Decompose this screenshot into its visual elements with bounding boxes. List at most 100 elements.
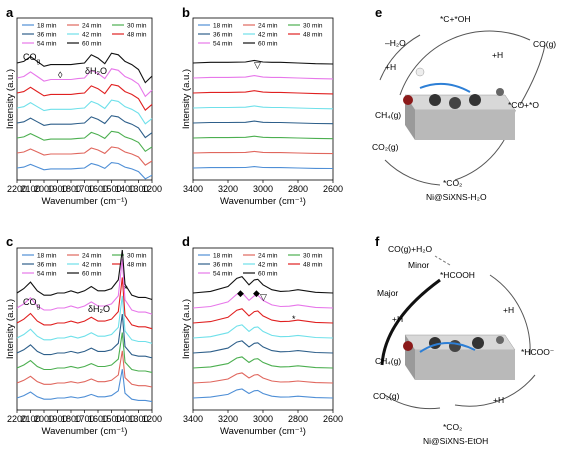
legend-label: 18 min <box>37 253 57 260</box>
series-line-48-min <box>192 308 334 324</box>
x-tick-label: 2200 <box>7 184 27 194</box>
x-tick-label: 3200 <box>218 184 238 194</box>
legend-label: 60 min <box>82 271 102 278</box>
arrow-to-co-e <box>519 44 546 106</box>
x-tick-label: 2000 <box>34 184 54 194</box>
spectra-plots: 18 min 24 min 30 min 36 min 42 min 48 min 54 m… <box>5 17 343 437</box>
legend-label: 54 min <box>37 271 57 278</box>
legend-label: 60 min <box>258 41 278 48</box>
scheme-f-node-hcooh: *HCOOH <box>440 270 475 280</box>
scheme-e-node-co2: *CO₂ <box>443 178 462 188</box>
annotation-dh2o-c: δH₂O <box>88 304 110 314</box>
annotation-co-a: COg <box>23 52 41 65</box>
scheme-f-node-plus-h-bottom: +H <box>493 395 504 405</box>
scheme-f-node-ch4: CH₄(g) <box>375 356 401 366</box>
legend-label: 30 min <box>127 23 147 30</box>
legend-label: 36 min <box>213 262 233 269</box>
legend-label: 42 min <box>258 262 278 269</box>
ni-particle-e1 <box>429 94 441 106</box>
x-tick-label: 1200 <box>142 184 162 194</box>
panel-letter-e: e <box>375 5 382 20</box>
legend-label: 60 min <box>258 271 278 278</box>
legend-label: 36 min <box>37 262 57 269</box>
catalyst-front-e <box>415 110 515 140</box>
legend-label: 54 min <box>213 41 233 48</box>
series-line-30-min <box>16 332 153 373</box>
legend-label: 48 min <box>127 262 147 269</box>
x-tick-label: 1900 <box>47 184 67 194</box>
x-axis-label: Wavenumber (cm⁻¹) <box>42 196 128 207</box>
series-line-54-min <box>192 75 334 80</box>
scheme-f-node-plus-h-right: +H <box>503 305 514 315</box>
legend-label: 36 min <box>213 32 233 39</box>
series-line-54-min <box>192 292 334 309</box>
ni-particle-f3 <box>472 337 484 349</box>
ni-particle-e3 <box>469 94 481 106</box>
legend-label: 60 min <box>82 41 102 48</box>
annotation-star-c: * <box>124 284 128 294</box>
x-tick-label: 1500 <box>101 184 121 194</box>
major-arrow-f <box>380 278 441 366</box>
scheme-f-node-co2: *CO₂ <box>443 422 462 432</box>
series-line-24-min <box>192 372 334 384</box>
ni-particle-e2 <box>449 97 461 109</box>
series-line-30-min <box>192 356 334 369</box>
x-tick-label: 1400 <box>115 414 135 424</box>
series-line-60-min <box>16 52 153 84</box>
series-line-48-min <box>192 90 334 95</box>
series-line-54-min <box>16 68 153 98</box>
series-line-42-min <box>192 324 334 339</box>
x-tick-label: 2600 <box>323 184 343 194</box>
annotation-diamond1-d: ◆ <box>237 288 244 298</box>
x-tick-label: 3400 <box>183 184 203 194</box>
y-axis-label: Intensity (a.u.) <box>181 299 192 359</box>
series-line-60-min <box>192 59 334 65</box>
scheme-e-caption: Ni@SiXNS-H₂O <box>426 192 487 202</box>
series-line-48-min <box>16 277 153 330</box>
ni-particle-f2 <box>449 340 461 352</box>
x-tick-label: 1300 <box>128 184 148 194</box>
x-tick-label: 1500 <box>101 414 121 424</box>
minor-arrow-f <box>434 255 451 266</box>
scheme-f-node-hcoo: *HCOO⁻ <box>521 347 555 357</box>
series-line-18-min <box>16 369 153 403</box>
x-tick-label: 2800 <box>288 414 308 424</box>
legend-label: 24 min <box>82 23 102 30</box>
x-tick-label: 2800 <box>288 184 308 194</box>
x-tick-label: 3200 <box>218 414 238 424</box>
annotation-dh2o-a: δH₂O <box>85 66 107 76</box>
series-line-36-min <box>192 120 334 125</box>
series-line-36-min <box>16 115 153 139</box>
scheme-f-node-co2g: CO₂(g) <box>373 391 400 401</box>
x-axis-label: Wavenumber (cm⁻¹) <box>220 426 306 437</box>
x-tick-label: 3000 <box>253 184 273 194</box>
catalyst-front-f <box>415 350 515 380</box>
annotation-co-c: COg <box>23 297 41 310</box>
x-axis-label: Wavenumber (cm⁻¹) <box>42 426 128 437</box>
series-line-24-min <box>16 350 153 388</box>
legend-label: 30 min <box>303 23 323 30</box>
series-line-54-min <box>16 258 153 315</box>
scheme-e-node-co-o: *CO+*O <box>508 100 539 110</box>
legend-label: 42 min <box>82 32 102 39</box>
scheme-f-node-plus-h-left: +H <box>392 314 403 324</box>
x-tick-label: 2000 <box>34 414 54 424</box>
scheme-f: CO(g)+H₂O Minor *HCOOH Major +H +H CH₄(g… <box>373 244 555 446</box>
cycle-arc-f-right <box>489 274 531 356</box>
cycle-arc-e-top <box>399 30 531 96</box>
legend-label: 48 min <box>303 262 323 269</box>
scheme-f-node-minor: Minor <box>408 260 429 270</box>
scheme-e-node-plus-h-left: +H <box>385 62 396 72</box>
scheme-e-node-minus-h2o: –H₂O <box>385 38 406 48</box>
x-tick-label: 3000 <box>253 414 273 424</box>
series-line-42-min <box>16 295 153 344</box>
scheme-f-node-major: Major <box>377 288 398 298</box>
cycle-arc-e-bottom <box>384 159 441 186</box>
scheme-e: *C+*OH CO(g) –H₂O +H +H CH₄(g) *CO+*O CO… <box>372 14 556 202</box>
y-axis-label: Intensity (a.u.) <box>181 69 192 129</box>
series-line-36-min <box>16 314 153 359</box>
legend-label: 18 min <box>213 253 233 260</box>
series-line-18-min <box>192 388 334 399</box>
scheme-f-node-co-h2o: CO(g)+H₂O <box>388 244 433 254</box>
